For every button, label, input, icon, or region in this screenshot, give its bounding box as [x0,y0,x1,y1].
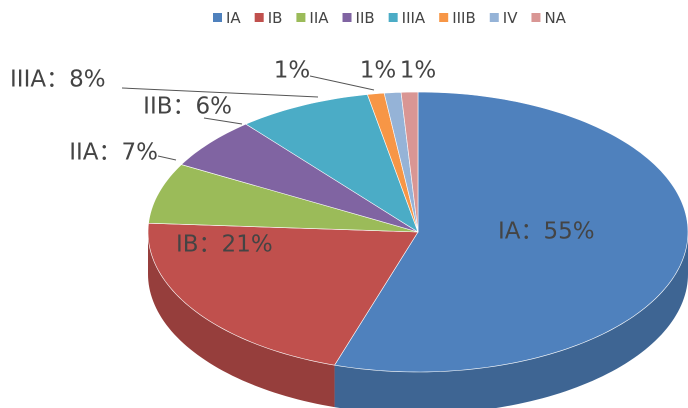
legend-label: IIB [356,9,375,27]
legend-swatch [489,13,499,22]
slice-top [148,164,419,233]
leader-line [121,87,319,98]
legend-label: IA [226,9,241,27]
legend-swatch [388,13,398,22]
leader-line [309,75,375,91]
legend-label: IV [503,9,518,27]
data-label: 1% [400,58,437,84]
legend: IA IB IIA IIB IIIA IIIB IV NA [213,9,567,27]
slice [334,91,688,373]
slice-side [148,232,335,408]
slice-side [334,232,688,408]
slice [245,94,419,233]
legend-swatch [296,13,306,22]
legend-label: NA [544,9,566,27]
pie-sides [148,232,688,408]
data-label: IIB：6% [143,94,232,120]
data-label: IIIA：8% [10,67,106,93]
slice [180,123,419,233]
data-label: IIA：7% [69,140,158,166]
slice-side-group [334,232,688,408]
legend-swatch [439,13,449,22]
slice [147,222,419,366]
legend-swatch [254,13,264,22]
data-label: IB：21% [176,232,273,258]
legend-label: IIIB [452,9,476,27]
slice [148,164,419,233]
legend-swatch [342,13,352,22]
leader-line [203,117,243,125]
slice [400,91,419,233]
data-label: 1% [274,58,311,84]
pie-tops [147,91,688,373]
slice-top [245,94,419,233]
data-label: 1% [360,58,397,84]
slice-top [180,123,419,233]
leader-line [157,155,177,161]
legend-swatch [531,13,541,22]
slice-top [400,91,419,233]
slice-top [334,91,688,373]
leader-lines [121,75,375,161]
data-label: IA：55% [498,219,595,245]
legend-label: IB [268,9,283,27]
legend-swatch [213,13,222,22]
legend-label: IIA [309,9,329,27]
slice-side-group [148,232,335,408]
legend-label: IIIA [402,9,426,27]
slice-top [147,222,419,366]
